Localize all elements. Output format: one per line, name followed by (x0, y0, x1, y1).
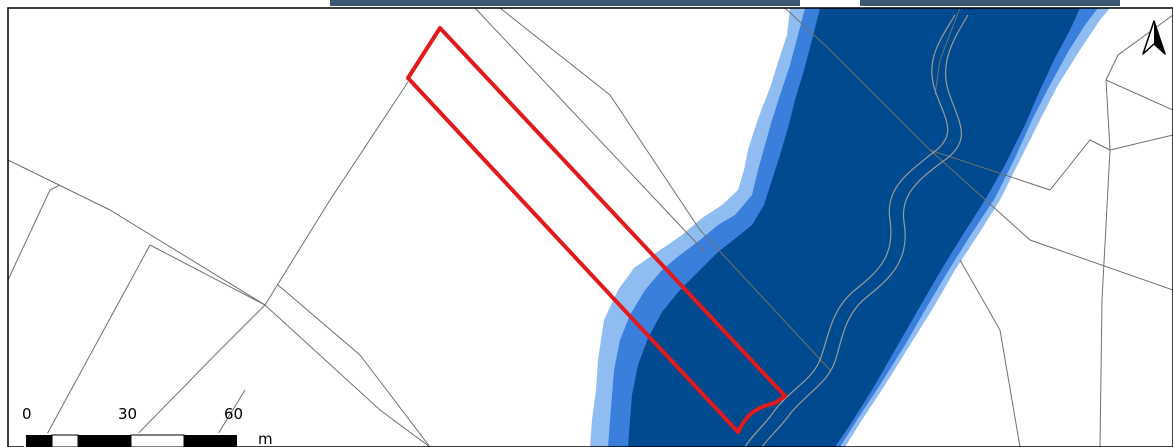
scale-tick-60: 60 (224, 405, 244, 423)
scale-unit: m (258, 430, 273, 447)
flood-zone-deep (628, 8, 1080, 447)
watercourse-lines (744, 14, 969, 447)
scale-bar (24, 433, 237, 447)
north-arrow-icon (1142, 20, 1166, 55)
cadastral-parcel-lines (7, 7, 1173, 447)
scale-tick-30: 30 (118, 405, 138, 423)
scale-tick-0: 0 (22, 405, 32, 423)
cropped-title-fragment (330, 0, 1120, 6)
map-border (7, 7, 1173, 447)
highlighted-parcel-outline[interactable] (406, 26, 787, 434)
